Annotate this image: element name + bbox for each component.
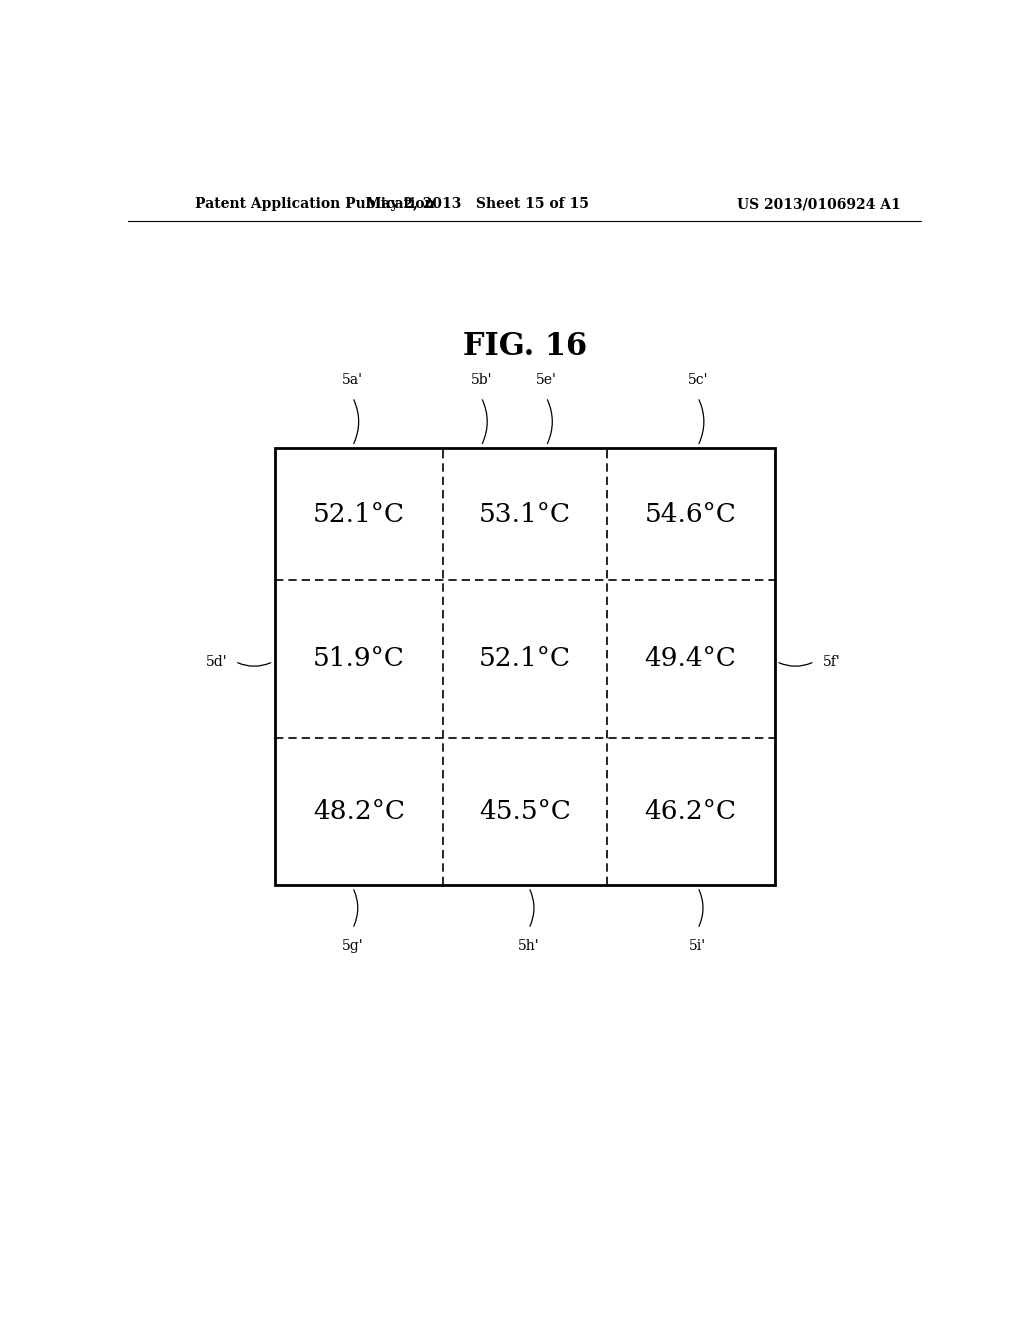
Text: 54.6°C: 54.6°C — [645, 502, 736, 527]
Text: 46.2°C: 46.2°C — [645, 799, 736, 824]
Text: 5c': 5c' — [687, 374, 708, 387]
Text: 45.5°C: 45.5°C — [479, 799, 570, 824]
Text: FIG. 16: FIG. 16 — [463, 331, 587, 362]
Text: 52.1°C: 52.1°C — [313, 502, 404, 527]
Text: 49.4°C: 49.4°C — [645, 647, 736, 672]
Text: 5i': 5i' — [689, 939, 707, 953]
Text: May 2, 2013   Sheet 15 of 15: May 2, 2013 Sheet 15 of 15 — [366, 197, 589, 211]
Text: 52.1°C: 52.1°C — [479, 647, 570, 672]
Text: 5h': 5h' — [518, 939, 540, 953]
Text: 5a': 5a' — [342, 374, 364, 387]
Text: 53.1°C: 53.1°C — [479, 502, 570, 527]
Polygon shape — [274, 447, 775, 886]
Text: 51.9°C: 51.9°C — [313, 647, 404, 672]
Text: 5b': 5b' — [470, 374, 492, 387]
Text: 5d': 5d' — [206, 655, 227, 668]
Text: US 2013/0106924 A1: US 2013/0106924 A1 — [736, 197, 900, 211]
Text: 5f': 5f' — [822, 655, 840, 668]
Text: 48.2°C: 48.2°C — [313, 799, 404, 824]
Text: 5e': 5e' — [536, 374, 557, 387]
Text: 5g': 5g' — [342, 939, 364, 953]
Text: Patent Application Publication: Patent Application Publication — [196, 197, 435, 211]
